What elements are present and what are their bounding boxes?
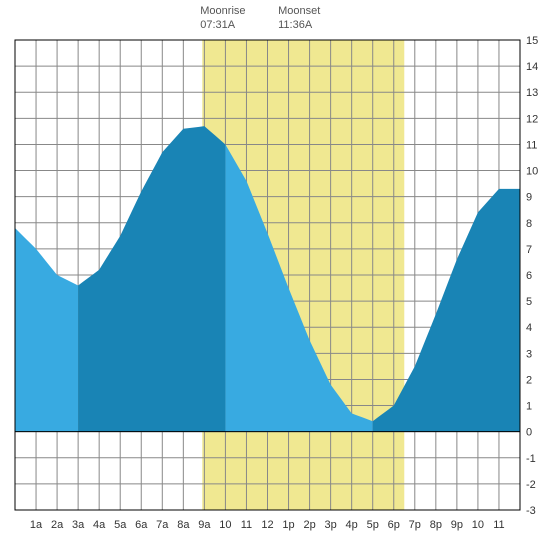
y-tick-label: 11 <box>526 139 537 151</box>
x-tick-label: 3p <box>325 519 337 531</box>
x-tick-label: 2a <box>51 519 64 531</box>
x-tick-label: 1p <box>282 519 294 531</box>
moonrise-label: Moonrise <box>200 5 245 17</box>
y-tick-label: 4 <box>526 322 532 334</box>
x-tick-label: 1a <box>30 519 43 531</box>
x-tick-label: 8a <box>177 519 190 531</box>
moonrise-time: 07:31A <box>200 19 236 31</box>
x-tick-label: 7a <box>156 519 169 531</box>
y-tick-label: 12 <box>526 113 538 125</box>
y-tick-label: 14 <box>526 61 538 73</box>
x-tick-label: 12 <box>261 519 273 531</box>
x-tick-label: 10 <box>219 519 231 531</box>
y-tick-label: -1 <box>526 453 536 465</box>
y-tick-label: 2 <box>526 374 532 386</box>
y-tick-label: 3 <box>526 348 532 360</box>
x-tick-label: 3a <box>72 519 85 531</box>
x-tick-label: 10 <box>472 519 484 531</box>
y-tick-label: 10 <box>526 166 538 178</box>
y-tick-label: 5 <box>526 296 532 308</box>
y-tick-label: -3 <box>526 505 536 517</box>
moonset-time: 11:36A <box>278 19 313 31</box>
x-tick-label: 7p <box>409 519 421 531</box>
x-tick-label: 5p <box>367 519 379 531</box>
y-tick-label: 7 <box>526 244 532 256</box>
x-tick-label: 11 <box>241 519 252 531</box>
tide-chart: -3-2-101234567891011121314151a2a3a4a5a6a… <box>0 0 550 550</box>
x-tick-label: 11 <box>493 519 504 531</box>
y-tick-label: -2 <box>526 479 536 491</box>
x-tick-label: 9p <box>451 519 463 531</box>
y-tick-label: 15 <box>526 35 538 47</box>
moonset-label: Moonset <box>278 5 320 17</box>
y-tick-label: 8 <box>526 218 532 230</box>
y-tick-label: 9 <box>526 192 532 204</box>
x-tick-label: 4p <box>346 519 358 531</box>
x-tick-label: 5a <box>114 519 127 531</box>
x-tick-label: 8p <box>430 519 442 531</box>
x-tick-label: 6a <box>135 519 148 531</box>
x-tick-label: 2p <box>303 519 315 531</box>
y-tick-label: 6 <box>526 270 532 282</box>
y-tick-label: 13 <box>526 87 538 99</box>
x-tick-label: 6p <box>388 519 400 531</box>
x-tick-label: 9a <box>198 519 211 531</box>
y-tick-label: 0 <box>526 427 532 439</box>
y-tick-label: 1 <box>526 401 532 413</box>
x-tick-label: 4a <box>93 519 106 531</box>
